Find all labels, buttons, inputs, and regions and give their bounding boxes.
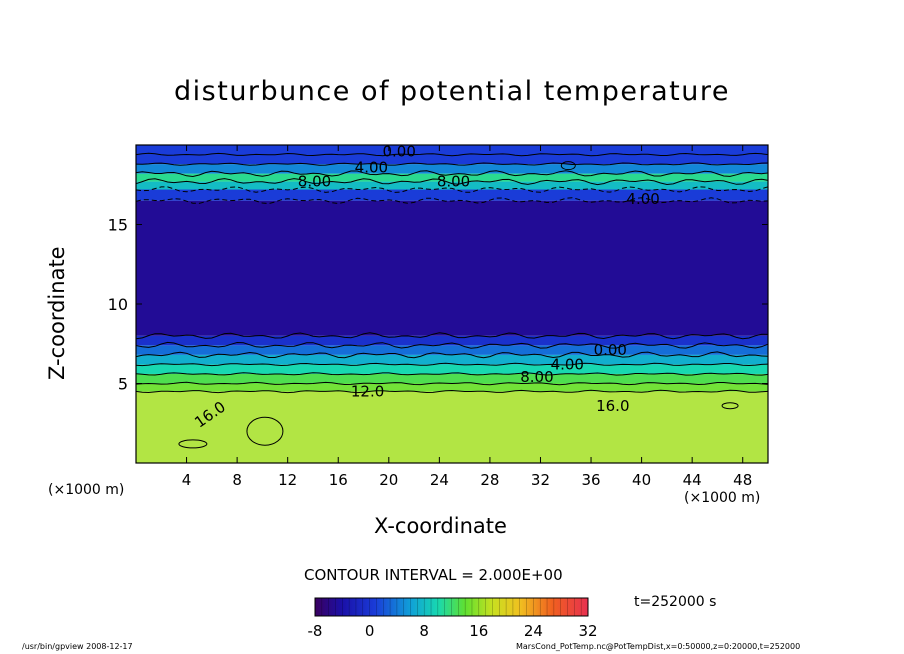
x-tick-label: 28 <box>480 471 499 489</box>
contour-line <box>135 162 769 166</box>
contour-band <box>136 335 768 346</box>
contour-line <box>135 341 769 349</box>
colorbar-tick-label: 0 <box>365 622 375 640</box>
contour-band <box>136 200 768 336</box>
contour-interval-label: CONTOUR INTERVAL = 2.000E+00 <box>304 566 563 584</box>
x-tick-label: 40 <box>632 471 651 489</box>
contour-line <box>135 178 769 186</box>
contour-label: 4.00 <box>551 355 584 373</box>
contour-label: 8.00 <box>520 368 553 386</box>
x-axis-label: X-coordinate <box>374 514 507 538</box>
chart-title: disturbunce of potential temperature <box>174 76 730 107</box>
contour-label: 8.00 <box>437 173 470 191</box>
x-tick-label: 36 <box>581 471 600 489</box>
contour-label: 16.0 <box>596 397 629 415</box>
colorbar-tick-label: 16 <box>469 622 488 640</box>
contour-line <box>135 186 769 193</box>
contour-line <box>721 402 739 410</box>
contour-label: 8.00 <box>298 173 331 191</box>
contour-band <box>136 373 768 384</box>
contour-line <box>246 416 284 446</box>
contour-line <box>135 389 769 394</box>
footer-left: /usr/bin/gpview 2008-12-17 <box>22 642 133 651</box>
contour-label: 4.00 <box>355 158 388 176</box>
x-unit-left: (×1000 m) <box>48 482 125 498</box>
x-tick-label: 20 <box>379 471 398 489</box>
contour-line <box>135 372 769 376</box>
x-tick-label: 48 <box>733 471 752 489</box>
contour-band <box>136 364 768 374</box>
x-unit-right: (×1000 m) <box>684 490 761 506</box>
contour-band <box>136 383 768 392</box>
time-label: t=252000 s <box>634 594 717 610</box>
y-tick-label: 5 <box>118 375 128 394</box>
colorbar-tick-label: 24 <box>524 622 543 640</box>
x-tick-label: 4 <box>182 471 192 489</box>
x-tick-label: 12 <box>278 471 297 489</box>
contour-line <box>135 152 769 157</box>
colorbar-tick-label: -8 <box>308 622 323 640</box>
contour-band <box>136 164 768 174</box>
contour-line <box>135 381 769 386</box>
contour-band <box>136 181 768 190</box>
contour-label: 0.00 <box>594 341 627 359</box>
contour-line <box>135 170 769 178</box>
contour-band <box>136 173 768 182</box>
contour-line <box>135 332 769 340</box>
y-tick-label: 10 <box>108 295 128 314</box>
contour-label: 0.00 <box>382 142 415 160</box>
contour-band <box>136 354 768 365</box>
contour-line <box>135 351 769 359</box>
footer-right: MarsCond_PotTemp.nc@PotTempDist,x=0:5000… <box>516 642 801 651</box>
contour-label: 12.0 <box>351 382 384 400</box>
colorbar-tick-label: 32 <box>578 622 597 640</box>
x-tick-label: 32 <box>531 471 550 489</box>
colorbar-tick-label: 8 <box>419 622 429 640</box>
contour-band <box>136 345 768 355</box>
x-tick-label: 44 <box>683 471 702 489</box>
x-tick-label: 24 <box>430 471 449 489</box>
x-tick-label: 16 <box>329 471 348 489</box>
x-tick-label: 8 <box>232 471 242 489</box>
contour-line <box>560 161 576 171</box>
contour-band <box>136 145 768 165</box>
contour-label: 4.00 <box>626 190 659 208</box>
contour-line <box>178 439 208 449</box>
contour-band <box>136 189 768 201</box>
y-tick-label: 15 <box>108 216 128 235</box>
contour-band <box>136 391 768 463</box>
contour-line <box>135 362 769 367</box>
contour-line <box>135 197 769 205</box>
